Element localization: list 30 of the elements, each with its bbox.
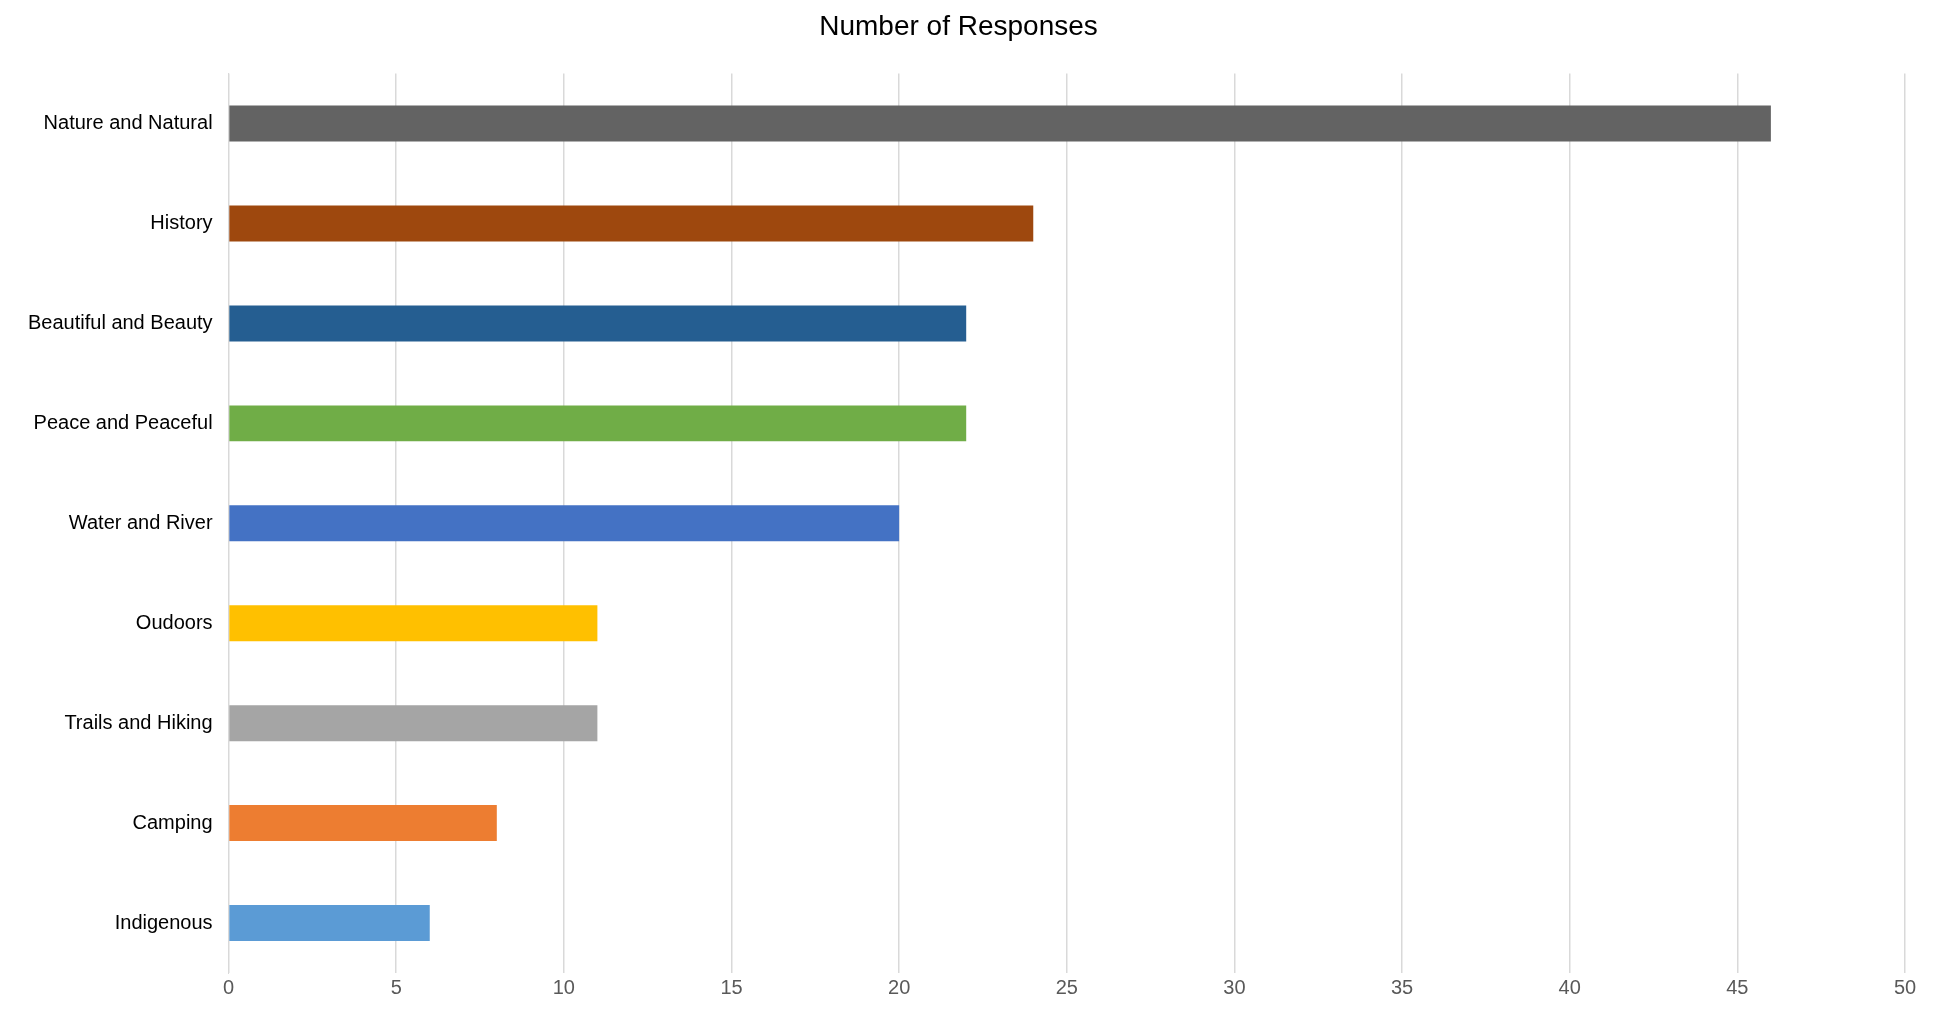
x-tick-label: 25 <box>1055 975 1078 998</box>
y-tick-label: Nature and Natural <box>43 111 213 134</box>
bar <box>229 105 1771 142</box>
bar <box>229 505 900 542</box>
chart-title: Number of Responses <box>819 9 1098 41</box>
x-tick-label: 40 <box>1558 975 1581 998</box>
bar <box>229 705 598 742</box>
bar <box>229 605 598 642</box>
bar <box>229 905 430 942</box>
x-tick-label: 0 <box>223 975 235 998</box>
x-tick-label: 35 <box>1390 975 1414 998</box>
x-tick-label: 50 <box>1893 975 1917 998</box>
x-tick-label: 30 <box>1223 975 1246 998</box>
bar <box>229 405 967 442</box>
x-tick-label: 15 <box>720 975 743 998</box>
y-tick-label: Peace and Peaceful <box>33 410 213 433</box>
y-tick-label: Camping <box>132 810 213 833</box>
y-tick-label: Water and River <box>68 510 213 533</box>
x-tick-label: 20 <box>888 975 911 998</box>
y-tick-label: Oudoors <box>135 610 213 633</box>
x-tick-label: 45 <box>1726 975 1749 998</box>
y-tick-label: Trails and Hiking <box>64 710 213 733</box>
bar <box>229 305 967 342</box>
y-tick-label: Beautiful and Beauty <box>27 310 213 333</box>
bar <box>229 205 1034 242</box>
bar <box>229 805 497 842</box>
y-tick-label: Indigenous <box>114 910 213 933</box>
y-tick-label: History <box>150 211 213 234</box>
x-tick-label: 5 <box>390 975 402 998</box>
x-tick-label: 10 <box>552 975 575 998</box>
